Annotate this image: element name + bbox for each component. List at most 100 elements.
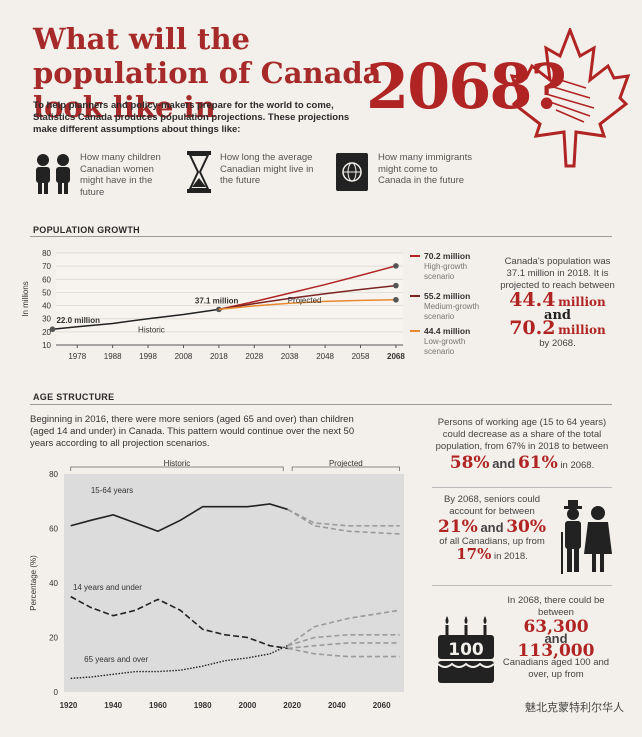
label-projected: Projected (288, 296, 322, 305)
y-tick-label: 60 (49, 525, 58, 534)
x-tick-label: 2018 (210, 352, 228, 361)
x-tick-label: 1988 (104, 352, 122, 361)
y-tick-label: 60 (42, 275, 51, 284)
series-line-3 (287, 508, 400, 527)
pop-low-value: 44.4 (509, 289, 556, 311)
y-axis-label: In millions (21, 281, 30, 317)
seniors-high: 30% (506, 517, 547, 537)
seniors-text: By 2068, seniors could account for betwe… (443, 494, 541, 517)
scenario-high-swatch (410, 255, 420, 257)
section-divider (30, 404, 612, 405)
assumption-lifespan-text: How long the average Canadian might live… (220, 152, 314, 186)
section-divider (30, 236, 612, 237)
x-tick-label: 2060 (373, 701, 391, 710)
assumption-children-text: How many children Canadian women might h… (80, 152, 161, 198)
population-summary-text: Canada's population was 37.1 million in … (500, 256, 615, 291)
historic-bracket (70, 466, 284, 471)
plot-area (64, 474, 404, 692)
scenario-high: 70.2 million High-growth scenario (410, 251, 490, 282)
population-summary: Canada's population was 37.1 million in … (495, 256, 620, 350)
series-line-2 (218, 284, 397, 311)
centenarians-summary: In 2068, there could be between 63,300 a… (500, 595, 612, 681)
series-line-5 (287, 609, 400, 647)
historic-label: Historic (164, 460, 191, 468)
series-endpoint-0 (216, 306, 222, 313)
series-start-point (49, 326, 56, 333)
seniors-low: 21% (437, 517, 478, 537)
y-axis-label: Percentage (%) (29, 555, 38, 611)
population-growth-heading: POPULATION GROWTH (33, 225, 140, 235)
x-tick-label: 2048 (316, 352, 334, 361)
y-tick-label: 20 (42, 328, 51, 337)
title-year: 2068? (366, 50, 567, 123)
pop-high-value: 70.2 (509, 317, 556, 339)
series-line-7 (287, 642, 400, 650)
pop-high-unit: million (558, 323, 606, 337)
intro-text: To help planners and policy-makers prepa… (33, 100, 350, 135)
x-tick-label: 2038 (281, 352, 299, 361)
scenario-high-label: High-growth scenario (424, 262, 468, 281)
working-age-and: and (492, 456, 516, 471)
y-tick-label: 80 (49, 470, 58, 479)
children-icon (36, 154, 70, 194)
x-tick-label: 1978 (68, 352, 86, 361)
y-tick-label: 30 (42, 315, 51, 324)
x-tick-label: 2068 (387, 352, 405, 361)
birthday-cake-icon: 100 (437, 616, 495, 683)
x-tick-label: 1998 (139, 352, 157, 361)
y-tick-label: 70 (42, 262, 51, 271)
label-2018: 37.1 million (195, 296, 239, 305)
working-age-high: 61% (517, 453, 558, 473)
pop-and: and (544, 308, 571, 323)
age-structure-intro: Beginning in 2016, there were more senio… (30, 414, 355, 449)
scenario-medium-swatch (410, 295, 420, 297)
centenarians-low: 63,300 (523, 617, 589, 637)
age-structure-heading: AGE STRUCTURE (33, 392, 115, 402)
series-line-0 (52, 308, 219, 330)
passport-icon (336, 153, 368, 191)
scenario-high-value: 70.2 million (424, 251, 471, 261)
x-tick-label: 2008 (175, 352, 193, 361)
watermark: 魅北克蒙特利尔华人 (525, 702, 624, 714)
x-tick-label: 1940 (104, 701, 122, 710)
y-tick-label: 40 (42, 302, 51, 311)
hourglass-icon (187, 151, 211, 193)
x-tick-label: 1980 (194, 701, 212, 710)
pop-by-year: by 2068. (539, 338, 576, 349)
population-growth-chart: 10 20 30 40 50 60 70 80 1978 1988 1998 2008 2018 2028… (21, 249, 405, 361)
x-tick-label: 2058 (352, 352, 370, 361)
x-tick-label: 2040 (328, 701, 346, 710)
centenarians-end: Canadians aged 100 and over, up from (502, 657, 610, 680)
series-line-0 (70, 503, 288, 533)
scenario-medium-label: Medium-growth scenario (424, 302, 480, 321)
y-tick-label: 10 (42, 341, 51, 350)
pop-low-unit: million (558, 295, 606, 309)
x-tick-label: 2028 (245, 352, 263, 361)
projected-bracket (291, 466, 400, 471)
working-age-text: Persons of working age (15 to 64 years) … (435, 417, 609, 452)
seniors-couple-icon (561, 500, 612, 574)
seniors-and: and (480, 520, 504, 535)
centenarians-and: and (544, 631, 568, 646)
series-line-3 (218, 299, 396, 311)
centenarians-text: In 2068, there could be between (507, 595, 605, 618)
scenario-low: 44.4 million Low-growth scenario (410, 326, 490, 357)
seniors-end: in 2018. (493, 551, 528, 562)
series-line-8 (287, 647, 400, 658)
assumption-immigration-text: How many immigrants might come to Canada… (378, 152, 472, 186)
series-line-4 (287, 508, 400, 535)
y-tick-label: 40 (49, 579, 58, 588)
seniors-mid: of all Canadians, up from (439, 536, 545, 547)
label-historic: Historic (138, 326, 165, 335)
series-label-working-age: 15-64 years (91, 486, 133, 495)
series-label-children: 14 years and under (73, 583, 142, 592)
working-age-summary: Persons of working age (15 to 64 years) … (432, 417, 612, 472)
centenarians-high: 113,000 (517, 641, 595, 661)
seniors-2018: 17% (456, 545, 492, 563)
column-divider (432, 487, 612, 488)
working-age-end: in 2068. (560, 460, 595, 471)
y-tick-label: 0 (54, 688, 59, 697)
scenario-medium: 55.2 million Medium-growth scenario (410, 291, 490, 322)
series-endpoint-1 (393, 263, 399, 269)
